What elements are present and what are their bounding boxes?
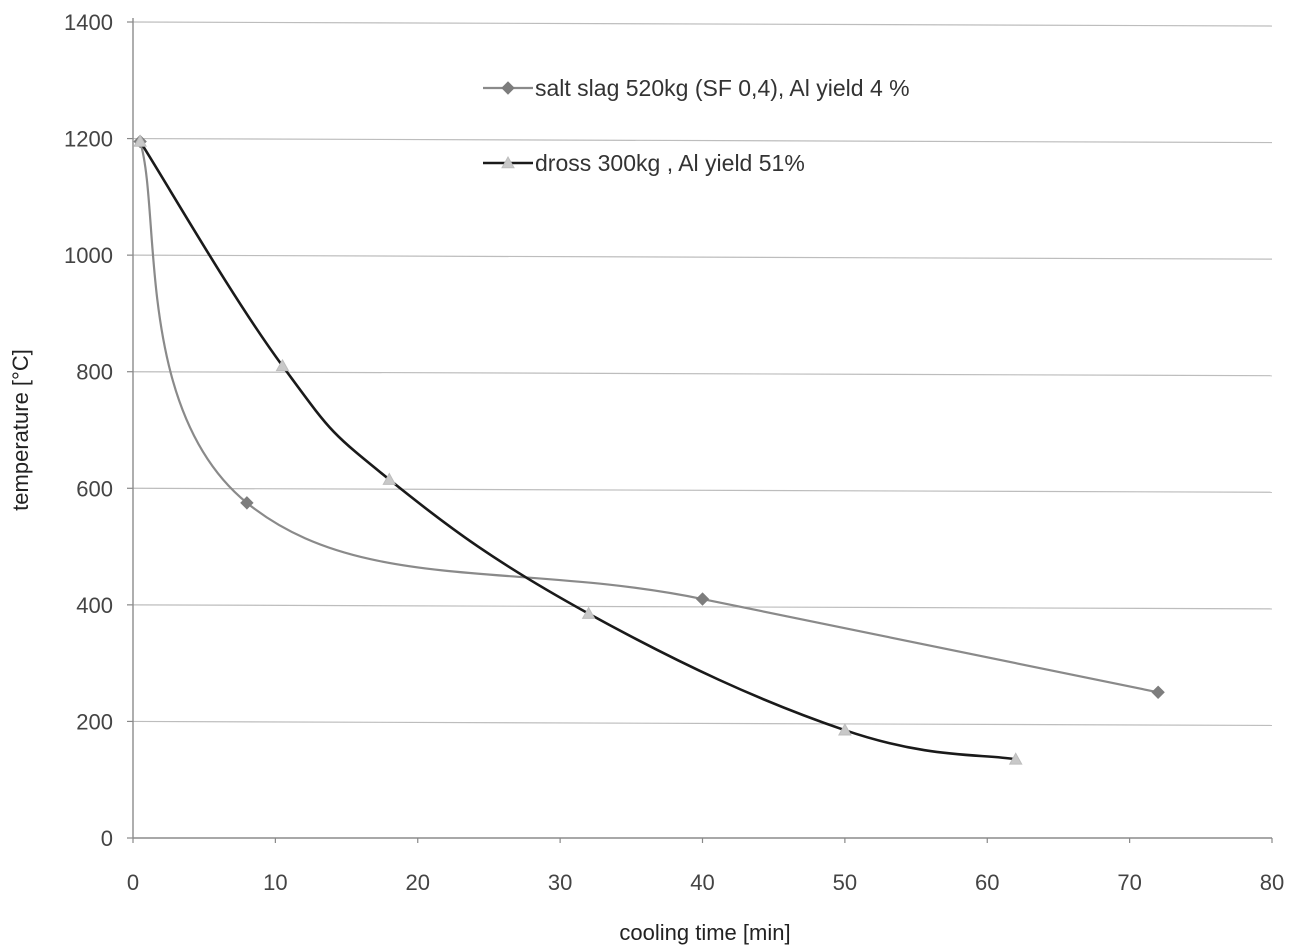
series-1 [133, 134, 1023, 765]
x-tick-label-80: 80 [1260, 870, 1284, 895]
x-tick-label-20: 20 [406, 870, 430, 895]
series-1-point-2 [382, 472, 397, 485]
y-tick-label-1200: 1200 [64, 127, 113, 152]
gridline-y-600 [132, 487, 1273, 493]
legend: salt slag 520kg (SF 0,4), Al yield 4 % dr… [483, 75, 910, 176]
gridline-y-800 [132, 371, 1273, 377]
series-1-point-5 [1008, 752, 1023, 765]
legend-swatch-marker-1 [501, 155, 515, 169]
series-0-point-1 [240, 496, 254, 510]
y-tick-label-1000: 1000 [64, 243, 113, 268]
series-0-line [139, 141, 1159, 694]
gridline-y-200 [132, 720, 1273, 727]
x-tick-label-10: 10 [263, 870, 287, 895]
x-tick-label-30: 30 [548, 870, 572, 895]
x-tick-label-50: 50 [833, 870, 857, 895]
series-1-point-3 [581, 606, 596, 619]
y-tick-label-1400: 1400 [64, 10, 113, 35]
x-tick-label-70: 70 [1117, 870, 1141, 895]
y-tick-label-600: 600 [76, 476, 113, 501]
series-1-point-0 [133, 134, 147, 147]
y-tick-label-800: 800 [76, 360, 113, 385]
legend-entry-1: dross 300kg , Al yield 51% [483, 150, 805, 176]
series-layer [133, 134, 1165, 765]
x-tick-label-40: 40 [690, 870, 714, 895]
gridline-y-1000 [132, 254, 1273, 260]
series-0-point-2 [695, 592, 710, 606]
x-tick-label-0: 0 [127, 870, 139, 895]
axis-layer: 0 200 400 600 800 1000 1200 1400 0 10 20 30 40 50 60 70… [64, 10, 1284, 895]
y-tick-label-200: 200 [76, 709, 113, 734]
legend-swatch-marker-0 [501, 81, 515, 95]
x-tick-label-60: 60 [975, 870, 999, 895]
x-axis-title: cooling time [min] [619, 920, 790, 945]
grid-layer [132, 21, 1273, 727]
legend-entry-0: salt slag 520kg (SF 0,4), Al yield 4 % [483, 75, 910, 101]
gridline-y-1200 [132, 137, 1273, 144]
gridline-y-400 [132, 604, 1273, 610]
series-1-point-4 [838, 723, 852, 736]
y-tick-label-400: 400 [76, 593, 113, 618]
series-1-point-1 [275, 358, 290, 372]
series-0 [133, 134, 1165, 699]
gridline-y-1400 [132, 21, 1273, 27]
series-0-point-3 [1151, 685, 1165, 699]
y-axis-title: temperature [°C] [8, 349, 33, 511]
legend-label-1: dross 300kg , Al yield 51% [535, 150, 805, 176]
legend-label-0: salt slag 520kg (SF 0,4), Al yield 4 % [535, 75, 910, 101]
series-1-line [139, 140, 1016, 761]
y-tick-label-0: 0 [101, 826, 113, 851]
